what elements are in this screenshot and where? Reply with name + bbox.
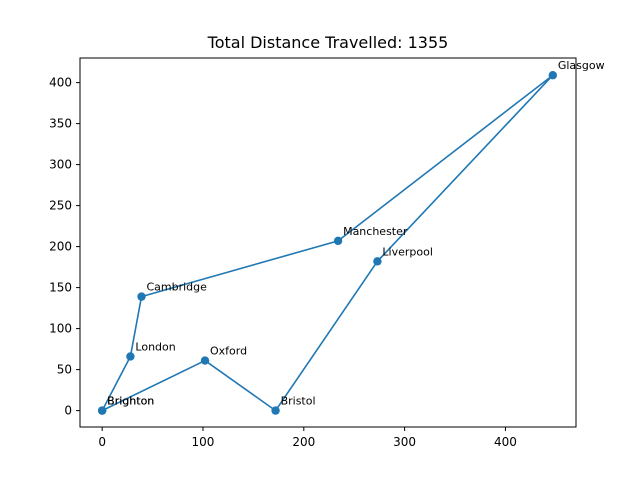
city-marker: [126, 352, 135, 361]
city-label: Brighton: [107, 395, 154, 408]
city-label: Liverpool: [382, 245, 432, 258]
route-segment: [274, 260, 379, 412]
x-tick-label: 0: [98, 435, 106, 449]
y-tick-label: 350: [49, 117, 72, 131]
city-marker: [137, 292, 146, 301]
city-label: London: [135, 340, 175, 353]
route-segment: [129, 295, 143, 358]
plot-area: 0 100 200 300 400 0 50 100 150 200 250 300 350 400 Bri…: [49, 59, 604, 449]
y-tick-label: 0: [64, 404, 72, 418]
city-label: Oxford: [210, 345, 247, 358]
y-tick-label: 300: [49, 158, 72, 172]
chart-title: Total Distance Travelled: 1355: [207, 33, 449, 52]
y-tick-label: 200: [49, 240, 72, 254]
x-tick-label: 200: [292, 435, 315, 449]
city-marker: [548, 71, 558, 80]
route-segment: [140, 240, 339, 298]
y-tick-label: 250: [49, 199, 72, 213]
city-label: Cambridge: [146, 281, 207, 294]
city-marker: [373, 257, 382, 266]
x-tick-label: 400: [494, 435, 517, 449]
city-marker: [200, 356, 210, 365]
city-marker: [333, 236, 343, 246]
axes-frame: [79, 57, 577, 428]
route-segment: [337, 74, 554, 242]
route-segment: [204, 359, 277, 412]
route-segment: [101, 359, 206, 412]
city-label: Bristol: [281, 395, 316, 408]
y-tick-label: 100: [49, 322, 72, 336]
city-label: Manchester: [343, 225, 408, 238]
y-tick-label: 400: [49, 76, 72, 90]
y-tick-label: 150: [49, 281, 72, 295]
city-marker: [97, 406, 107, 415]
y-tick-label: 50: [57, 363, 72, 377]
route-segment: [101, 355, 132, 412]
city-marker: [271, 406, 280, 415]
city-label: Brighton: [107, 395, 154, 408]
city-label: Glasgow: [558, 59, 605, 72]
x-tick-label: 100: [192, 435, 215, 449]
route-segment: [376, 74, 554, 263]
x-tick-label: 300: [393, 435, 416, 449]
